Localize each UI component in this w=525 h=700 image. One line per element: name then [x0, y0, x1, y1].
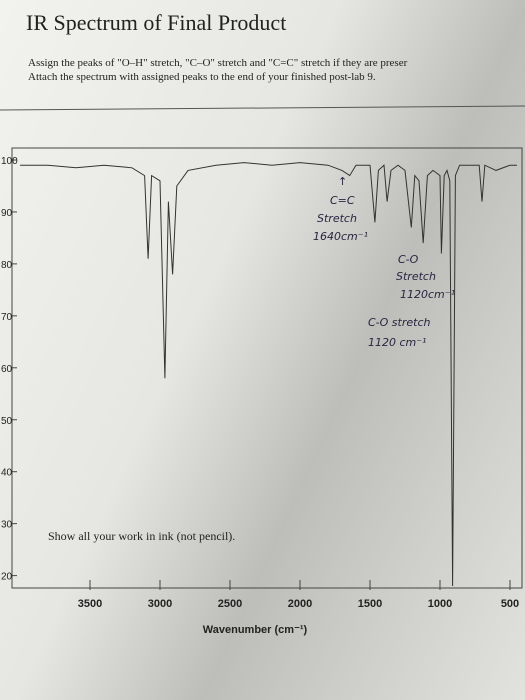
annotation: Stretch: [317, 212, 357, 225]
x-tick-label: 1500: [358, 598, 382, 610]
y-tick-label: 30: [1, 520, 13, 531]
note: Show all your work in ink (not pencil).: [48, 529, 235, 543]
instruction: Assign the peaks of "O–H" stretch, "C–O"…: [28, 57, 408, 69]
y-tick-label: 60: [1, 364, 13, 375]
x-tick-label: 2000: [288, 598, 312, 610]
annotation: C-O stretch: [368, 316, 430, 329]
annotation: ↑: [338, 175, 347, 188]
y-tick-label: 70: [1, 312, 13, 323]
annotation: C-O: [398, 253, 419, 266]
x-tick-label: 2500: [218, 598, 242, 610]
annotation: Stretch: [396, 270, 436, 283]
x-tick-label: 500: [501, 598, 519, 610]
spectrum-line: [20, 162, 517, 587]
divider: [0, 105, 525, 111]
x-tick-label: 1000: [428, 598, 452, 610]
annotation: 1120 cm⁻¹: [368, 336, 426, 349]
y-tick-label: 100: [1, 156, 18, 167]
annotation: C=C: [330, 194, 355, 207]
x-tick-label: 3000: [148, 598, 172, 610]
plot-frame: [11, 147, 523, 589]
y-tick-label: 90: [1, 208, 13, 219]
y-tick-label: 80: [1, 260, 13, 271]
x-tick-label: 3500: [78, 598, 102, 610]
instruction: Attach the spectrum with assigned peaks …: [28, 71, 376, 83]
annotation: 1120cm⁻¹: [400, 288, 455, 301]
y-tick-label: 20: [1, 572, 13, 583]
y-tick-label: 50: [1, 416, 13, 427]
annotation: 1640cm⁻¹: [313, 230, 368, 243]
x-axis-label: Wavenumber (cm⁻¹): [203, 624, 308, 636]
title: IR Spectrum of Final Product: [26, 10, 286, 35]
y-tick-label: 40: [1, 468, 13, 479]
